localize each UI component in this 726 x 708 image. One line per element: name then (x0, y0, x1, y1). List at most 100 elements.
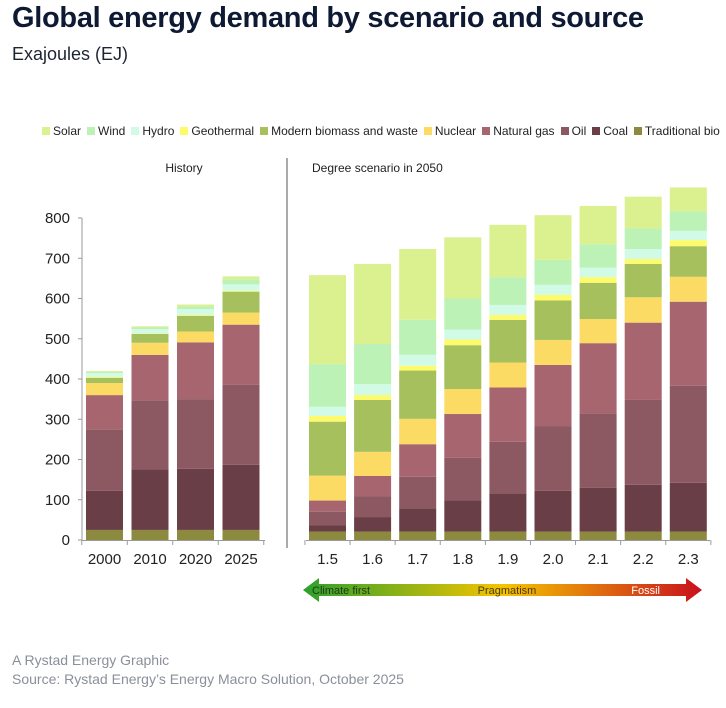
bar-segment-solar-2-2 (624, 196, 662, 229)
bar-segment-natural-gas-2-2 (624, 322, 662, 400)
bar-segment-coal-2-3 (669, 482, 707, 532)
bar-segment-hydro-1-8 (444, 329, 482, 340)
bar-segment-solar-1-5 (309, 275, 346, 365)
bar-segment-traditional-bio-1-5 (309, 531, 346, 540)
x-tick-label: 2.1 (588, 551, 609, 568)
x-tick-label: 1.7 (407, 551, 428, 568)
bar-segment-solar-1-9 (489, 224, 527, 278)
panel-label-degree-scenario-in-2050: Degree scenario in 2050 (312, 161, 443, 175)
bar-segment-hydro-2025 (222, 284, 260, 291)
legend-item-solar: Solar (42, 124, 81, 138)
bar-segment-solar-2-1 (579, 205, 617, 245)
arrow-label-pragmatism: Pragmatism (478, 585, 537, 597)
legend-swatch (260, 127, 269, 135)
bar-segment-oil-1-9 (489, 441, 527, 494)
x-tick-label: 2020 (179, 551, 212, 568)
bar-segment-geothermal-2-3 (669, 240, 707, 247)
legend-item-nuclear: Nuclear (423, 124, 476, 138)
legend-item-oil: Oil (560, 124, 587, 138)
bar-segment-nuclear-2000 (86, 383, 123, 396)
bar-segment-coal-1-5 (309, 525, 346, 532)
legend-swatch (87, 127, 96, 135)
bar-segment-modern-biomass-and-waste-2020 (177, 315, 214, 332)
bar-segment-wind-2000 (86, 371, 123, 373)
bar-segment-nuclear-2-0 (534, 339, 572, 365)
bar-segment-geothermal-1-5 (309, 416, 346, 422)
legend-swatch (560, 127, 569, 135)
legend-label: Hydro (142, 124, 175, 138)
bar-segment-hydro-1-6 (354, 384, 392, 396)
bar-segment-modern-biomass-and-waste-2025 (222, 291, 260, 313)
bar-segment-hydro-2-2 (624, 248, 662, 260)
chart-subtitle: Exajoules (EJ) (12, 44, 129, 64)
legend-swatch (592, 127, 601, 135)
footer-source: Source: Rystad Energy’s Energy Macro Sol… (12, 671, 404, 687)
bar-segment-coal-2010 (131, 469, 169, 530)
bar-segment-natural-gas-2-1 (579, 343, 617, 414)
bar-segment-oil-2010 (131, 400, 169, 470)
legend-label: Wind (98, 124, 126, 138)
bar-segment-wind-2-1 (579, 244, 617, 268)
arrow-label-fossil: Fossil (631, 585, 660, 597)
bar-segment-nuclear-2010 (131, 342, 169, 355)
bar-segment-geothermal-1-6 (354, 395, 392, 400)
x-tick-label: 2010 (133, 551, 166, 568)
bar-segment-natural-gas-1-5 (309, 500, 346, 512)
bar-segment-traditional-bio-2-2 (624, 531, 662, 540)
y-tick-label: 0 (62, 532, 70, 549)
bar-segment-traditional-bio-1-8 (444, 531, 482, 540)
bar-segment-oil-2-2 (624, 399, 662, 485)
bar-segment-coal-2-1 (579, 487, 617, 532)
bar-segment-solar-1-8 (444, 237, 482, 299)
y-tick-label: 200 (45, 452, 70, 469)
legend-label: Oil (571, 124, 587, 138)
bar-segment-nuclear-2-1 (579, 319, 617, 344)
bar-segment-solar-2025 (222, 276, 260, 280)
bar-segment-coal-1-8 (444, 500, 482, 532)
bar-segment-coal-1-6 (354, 517, 392, 532)
footer-credit: A Rystad Energy Graphic (12, 652, 170, 668)
bar-segment-nuclear-2-3 (669, 276, 707, 302)
bar-segment-oil-1-7 (399, 476, 437, 509)
bar-segment-coal-2-0 (534, 490, 572, 532)
x-tick-label: 1.6 (362, 551, 383, 568)
bar-segment-coal-1-7 (399, 508, 437, 532)
scenario-scale-arrow (303, 578, 702, 602)
bar-segment-wind-1-7 (399, 319, 437, 355)
y-tick-label: 600 (45, 291, 70, 308)
x-tick-label: 2000 (88, 551, 121, 568)
bar-segment-coal-2-2 (624, 484, 662, 532)
bar-segment-geothermal-2-2 (624, 259, 662, 264)
bar-segment-oil-2-3 (669, 385, 707, 483)
legend-label: Solar (53, 124, 82, 138)
bar-segment-natural-gas-1-6 (354, 476, 392, 497)
bar-segment-wind-2-3 (669, 211, 707, 231)
bar-segment-wind-2-0 (534, 259, 572, 285)
legend-swatch (42, 127, 50, 135)
bar-segment-hydro-1-9 (489, 304, 527, 316)
legend-label: Modern biomass and waste (271, 124, 418, 138)
bar-segment-coal-1-9 (489, 493, 527, 532)
bar-segment-solar-2000 (86, 370, 123, 372)
bar-segment-natural-gas-2-3 (669, 301, 707, 386)
bar-segment-oil-1-8 (444, 457, 482, 501)
bar-segment-traditional-bio-2-0 (534, 531, 572, 540)
bar-segment-geothermal-2-1 (579, 277, 617, 283)
bar-segment-wind-2025 (222, 279, 260, 285)
bar-segment-nuclear-2-2 (624, 297, 662, 323)
bar-segment-coal-2000 (86, 490, 123, 530)
chart-title: Global energy demand by scenario and sou… (12, 2, 644, 34)
chart-canvas: 0 100 200 300 400 500 600 700 800 History 2000 2010… (45, 158, 712, 602)
bar-segment-hydro-2000 (86, 372, 123, 377)
legend-swatch (482, 127, 491, 135)
y-tick-label: 100 (45, 492, 70, 509)
bar-segment-nuclear-1-6 (354, 451, 392, 477)
y-tick-label: 500 (45, 331, 70, 348)
bar-segment-natural-gas-1-8 (444, 414, 482, 458)
bar-segment-solar-2010 (131, 326, 169, 328)
bar-segment-hydro-2-3 (669, 230, 707, 241)
bar-segment-hydro-2010 (131, 329, 169, 334)
bar-segment-modern-biomass-and-waste-2010 (131, 333, 169, 343)
bar-segment-modern-biomass-and-waste-1-9 (489, 319, 527, 363)
bar-segment-traditional-bio-1-9 (489, 531, 527, 540)
